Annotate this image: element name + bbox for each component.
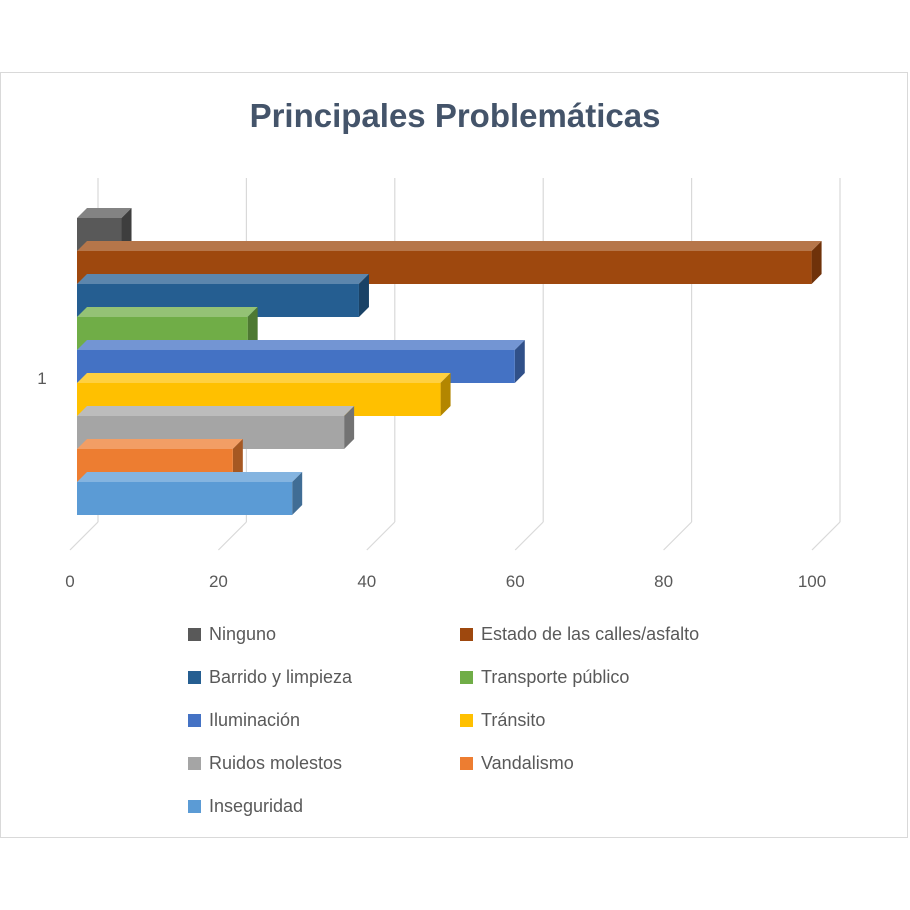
legend-item: Inseguridad [188,794,460,819]
legend-swatch [188,628,201,641]
legend-item: Estado de las calles/asfalto [460,622,800,647]
legend-label: Barrido y limpieza [209,667,353,687]
gridline [811,521,841,551]
legend-label: Iluminación [209,710,301,730]
legend-label: Estado de las calles/asfalto [481,624,700,644]
legend-swatch [460,757,473,770]
chart-title: Principales Problemáticas [249,97,661,134]
legend-label: Tránsito [481,710,546,730]
legend-swatch [188,671,201,684]
x-tick-label: 40 [357,572,376,591]
legend-item: Iluminación [188,708,460,733]
legend-label: Ruidos molestos [209,753,343,773]
legend-label: Ninguno [209,624,277,644]
legend-swatch [188,714,201,727]
legend-swatch [460,714,473,727]
x-tick-label: 80 [654,572,673,591]
legend-item: Vandalismo [460,751,800,776]
legend-swatch [460,628,473,641]
legend-item: Ninguno [188,622,460,647]
legend-label: Inseguridad [209,796,304,816]
legend: Ninguno Estado de las calles/asfalto Barri… [188,622,808,819]
gridline [514,521,544,551]
chart-area [0,72,908,838]
bar-inseguridad [77,472,303,515]
x-tick-label: 20 [209,572,228,591]
legend-item: Tránsito [460,708,800,733]
legend-swatch [188,800,201,813]
x-tick-label: 0 [65,572,74,591]
legend-label: Transporte público [481,667,630,687]
legend-item: Ruidos molestos [188,751,460,776]
gridline [366,521,396,551]
x-tick-label: 100 [798,572,826,591]
x-tick-label: 60 [506,572,525,591]
axis-line [69,521,99,551]
category-label: 1 [37,369,46,388]
legend-item: Barrido y limpieza [188,665,460,690]
bar-estado-de-las-calles-asfalto [77,241,822,284]
gridline [217,521,247,551]
legend-swatch [460,671,473,684]
gridline [663,521,693,551]
legend-label: Vandalismo [481,753,574,773]
legend-item: Transporte público [460,665,800,690]
legend-swatch [188,757,201,770]
